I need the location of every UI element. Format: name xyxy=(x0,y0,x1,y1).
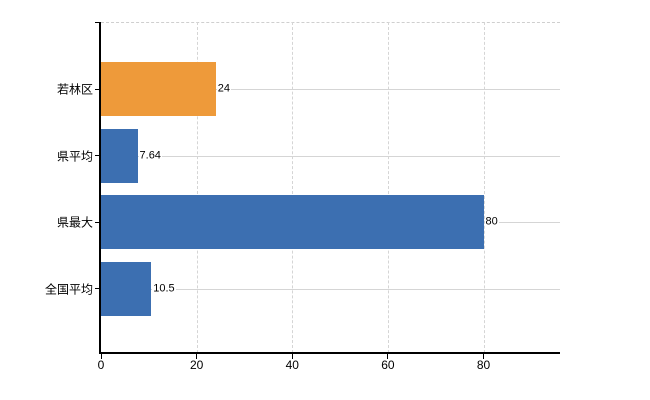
bar-value-label: 10.5 xyxy=(152,282,176,295)
x-tick-label: 60 xyxy=(381,358,395,372)
bar xyxy=(101,195,484,249)
y-axis-line xyxy=(99,22,101,353)
category-label: 全国平均 xyxy=(44,282,93,296)
x-tick xyxy=(387,354,389,359)
bar-value-label: 24 xyxy=(216,82,231,96)
y-tick xyxy=(95,88,101,90)
bar-value-label: 7.64 xyxy=(138,149,162,162)
x-tick xyxy=(291,354,293,359)
y-axis-top-tick xyxy=(95,22,101,23)
bar xyxy=(101,261,152,316)
category-label: 若林区 xyxy=(56,82,93,97)
gridline-h xyxy=(101,288,560,290)
gridline-h xyxy=(101,155,560,157)
gridline-v xyxy=(196,22,198,353)
x-tick-label: 80 xyxy=(476,358,491,372)
bar xyxy=(101,128,138,183)
x-tick-label: 20 xyxy=(189,358,204,372)
y-tick xyxy=(95,221,101,223)
gridline-v xyxy=(483,22,485,353)
plot-top-border xyxy=(101,22,560,23)
x-tick-label: 0 xyxy=(97,358,105,372)
plot-area: 24 7.64 80 10.5 xyxy=(101,22,560,353)
category-label: 県平均 xyxy=(56,149,93,163)
category-label: 県最大 xyxy=(56,215,93,230)
gridline-h xyxy=(101,89,560,90)
y-tick xyxy=(95,288,101,289)
bar xyxy=(101,62,216,116)
gridline-v xyxy=(387,22,389,353)
x-tick xyxy=(100,354,102,359)
x-tick-label: 40 xyxy=(285,358,299,372)
bar-value-label: 80 xyxy=(484,215,499,229)
gridline-v xyxy=(292,22,294,353)
x-tick xyxy=(483,354,484,359)
x-axis-line xyxy=(99,352,560,354)
x-tick xyxy=(196,354,198,359)
y-tick xyxy=(95,155,101,156)
